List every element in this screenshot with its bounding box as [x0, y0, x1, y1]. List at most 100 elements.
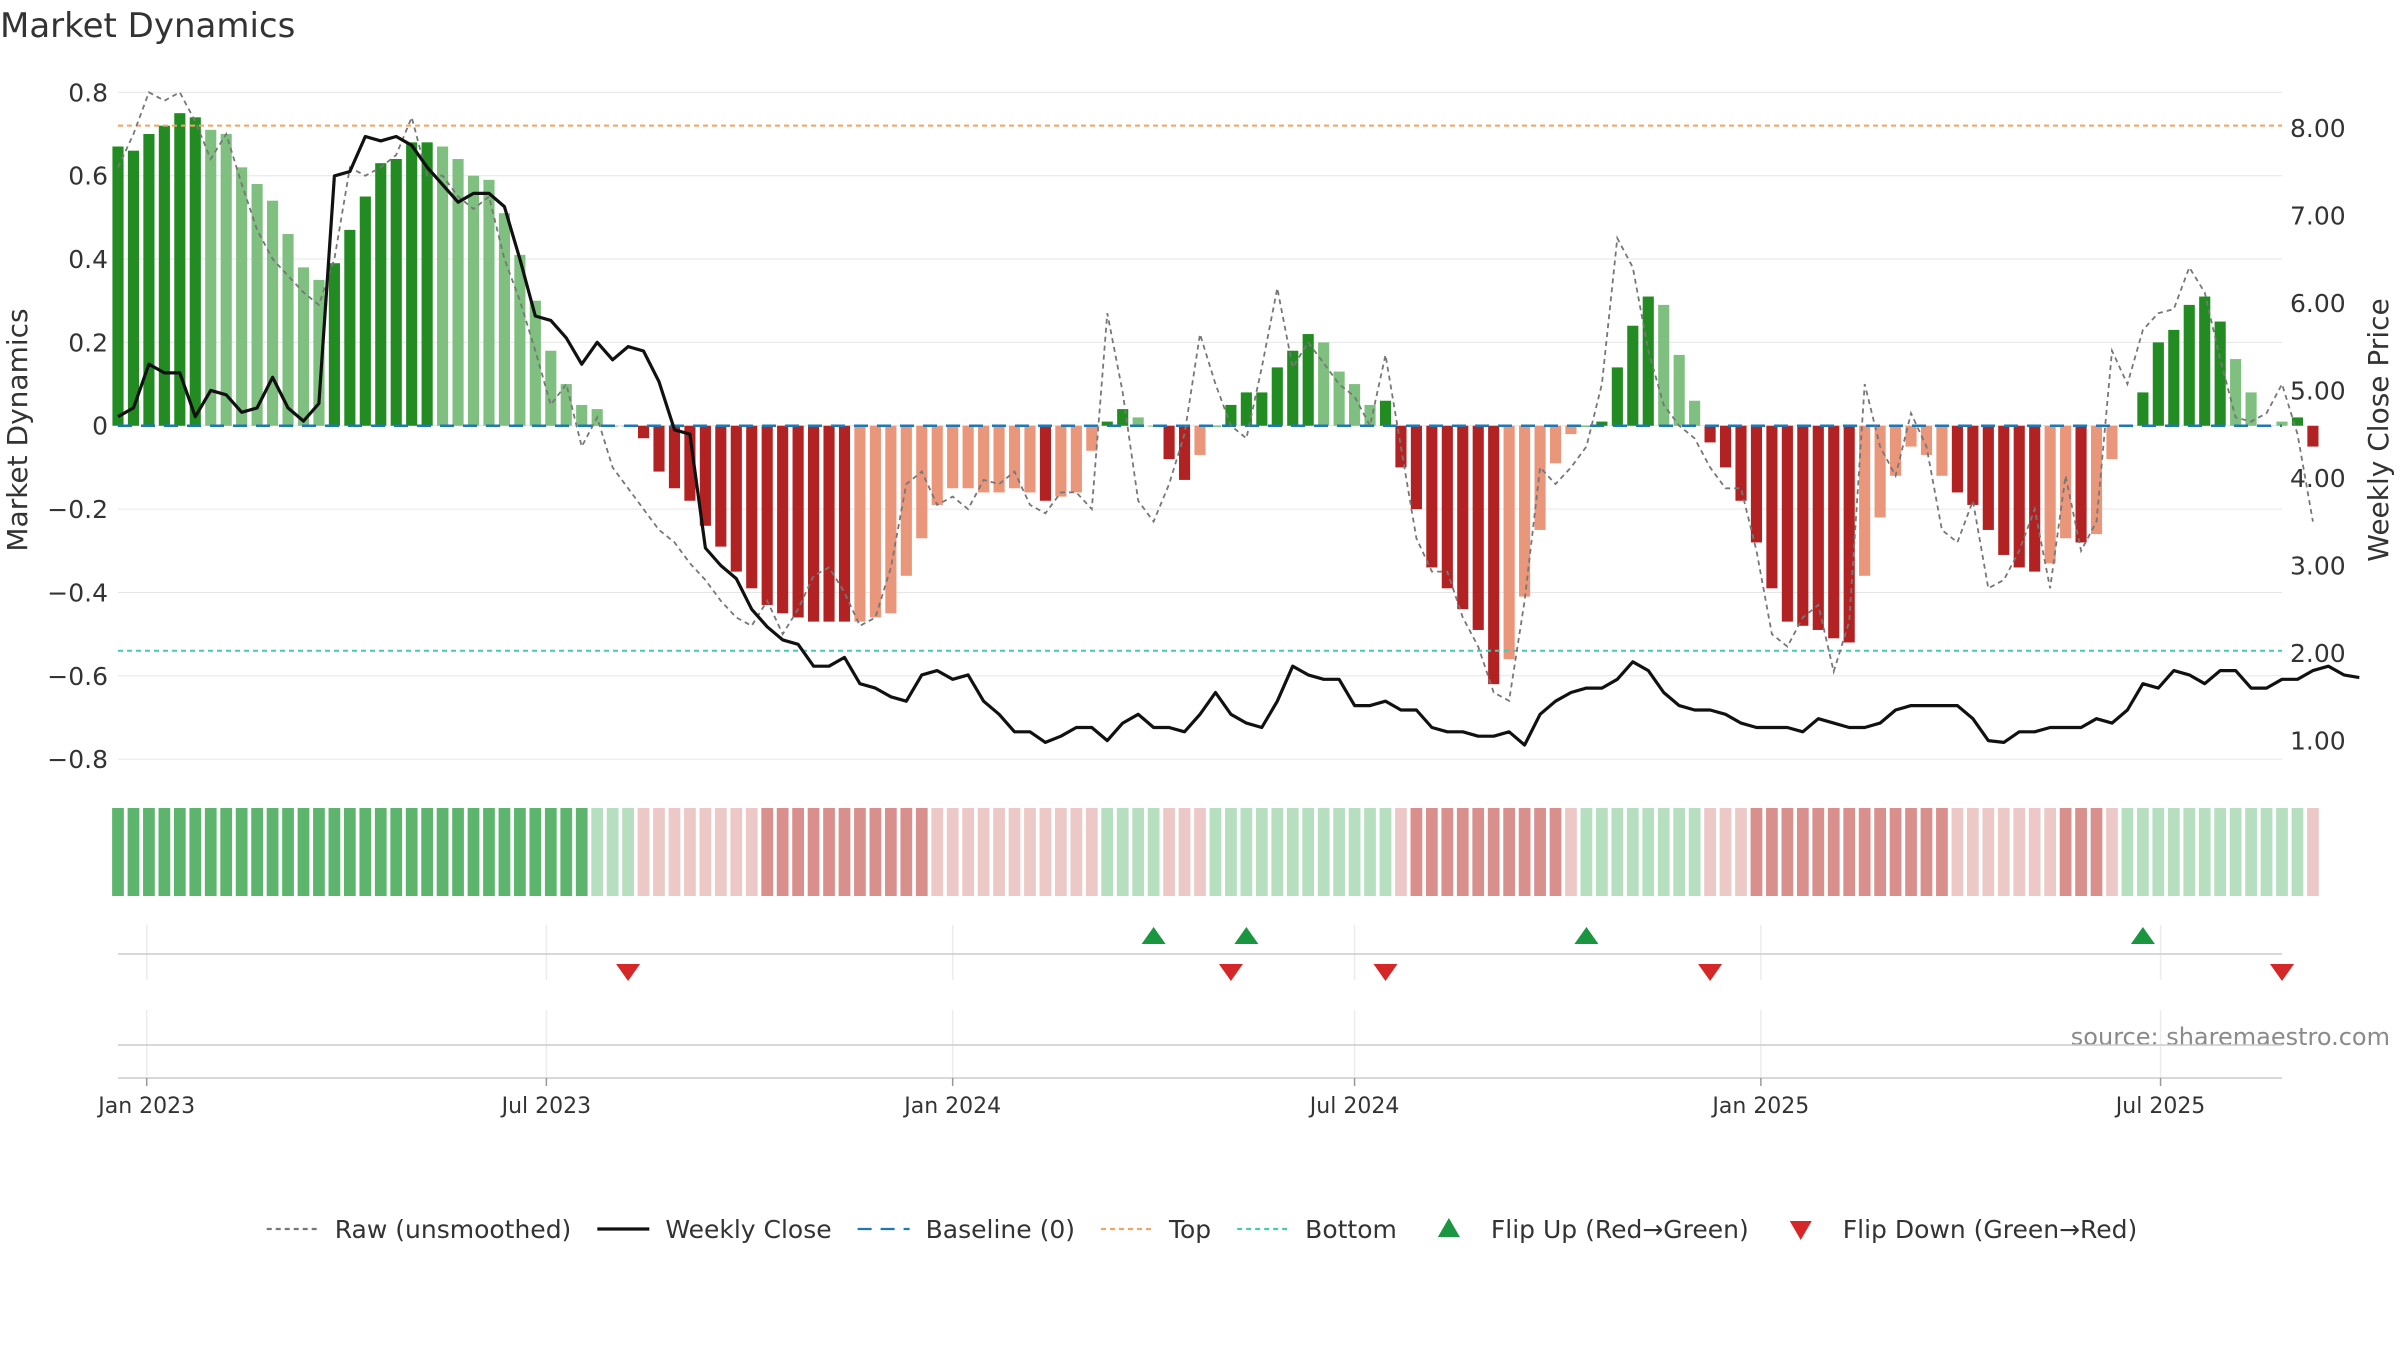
market-dynamics-bar [1828, 425, 1840, 639]
regime-strip-cell [220, 808, 233, 896]
regime-strip-cell [1441, 808, 1454, 896]
market-dynamics-bar [421, 142, 433, 426]
regime-strip-cell [1611, 808, 1624, 896]
regime-strip-cell [792, 808, 804, 896]
regime-strip-cell [2137, 808, 2149, 896]
market-dynamics-bar [1256, 392, 1268, 426]
regime-strip-cell [1008, 808, 1021, 896]
market-dynamics-bar [406, 142, 418, 426]
x-tick-label: Jan 2025 [1710, 1094, 1809, 1119]
regime-strip-cell [1796, 808, 1809, 896]
market-dynamics-bar [978, 425, 990, 493]
flip-down-marker [1218, 964, 1243, 981]
market-dynamics-bar [205, 129, 217, 426]
market-dynamics-bar [1209, 425, 1222, 427]
market-dynamics-bar [437, 146, 449, 426]
regime-strip-cell [1565, 808, 1577, 896]
regime-strip-cell [1688, 808, 1701, 896]
x-tick-label: Jul 2024 [1308, 1094, 1400, 1119]
regime-strip-cell [1951, 808, 1964, 896]
regime-strip-cell [143, 808, 155, 896]
market-dynamics-bar [1519, 425, 1531, 597]
regime-strip-cell [1735, 808, 1747, 896]
regime-strip-cell [1549, 808, 1562, 896]
market-dynamics-bar [2214, 321, 2226, 426]
regime-strip-cell [560, 808, 573, 896]
market-dynamics-bar [2106, 425, 2118, 460]
market-dynamics-bar [1410, 425, 1422, 510]
market-dynamics-bar [267, 200, 279, 426]
regime-strip-cell [1982, 808, 1995, 896]
regime-strip-cell [1055, 808, 1067, 896]
regime-strip-cell [993, 808, 1005, 896]
regime-strip-cell [1425, 808, 1438, 896]
regime-strip-cell [1225, 808, 1237, 896]
regime-strip-cell [946, 808, 959, 896]
market-dynamics-bar [158, 125, 170, 426]
regime-strip-cell [606, 808, 619, 896]
market-dynamics-bar [1936, 425, 1948, 476]
y-tick-label: 0.6 [68, 162, 108, 191]
flip-down-marker [1698, 964, 1723, 981]
market-dynamics-bar [452, 159, 464, 426]
regime-strip-cell [483, 808, 495, 896]
regime-strip-cell [823, 808, 835, 896]
market-dynamics-bar [313, 279, 325, 426]
regime-strip-cell [1673, 808, 1686, 896]
market-dynamics-bar [1704, 425, 1716, 443]
regime-strip-cell [1456, 808, 1469, 896]
market-dynamics-bar [2137, 392, 2149, 426]
regime-strip-cell [2291, 808, 2304, 896]
market-dynamics-bar [1580, 425, 1592, 427]
regime-strip-cell [158, 808, 171, 896]
market-dynamics-bar [560, 384, 572, 426]
market-dynamics-bar [174, 113, 186, 426]
regime-strip-cell [544, 808, 557, 896]
market-dynamics-bar [1426, 425, 1438, 568]
weekly-close-line [117, 134, 2360, 747]
regime-strip-cell [1534, 808, 1546, 896]
regime-strip-cell [884, 808, 897, 896]
flip-up-marker [1574, 927, 1599, 944]
regime-strip-cell [1642, 808, 1655, 896]
market-dynamics-bar [1596, 421, 1608, 426]
market-dynamics-bar [1843, 425, 1855, 643]
regime-strip-cell [1596, 808, 1608, 896]
regime-strip-cell [854, 808, 866, 896]
market-dynamics-bar [1503, 425, 1515, 660]
regime-strip-cell [436, 808, 449, 896]
market-dynamics-bar [529, 300, 541, 426]
regime-strip-cell [1827, 808, 1840, 896]
market-dynamics-bar [838, 425, 851, 622]
series-lines [117, 91, 2360, 747]
market-dynamics-bar [1890, 425, 1902, 476]
regime-strip-cell [1178, 808, 1191, 896]
market-dynamics-bar [467, 175, 480, 426]
market-dynamics-bar [823, 425, 835, 622]
market-dynamics-bar [189, 117, 201, 426]
market-dynamics-bar [1998, 425, 2010, 555]
regime-strip-cell [1472, 808, 1485, 896]
regime-strip-cell [1657, 808, 1670, 896]
regime-strip-cell [1843, 808, 1856, 896]
market-dynamics-bar [777, 425, 789, 614]
market-dynamics-bar [1333, 371, 1345, 426]
regime-strip-cell [1163, 808, 1175, 896]
market-dynamics-bar [1395, 425, 1407, 468]
market-dynamics-bar [251, 184, 263, 426]
reference-lines [118, 124, 2282, 652]
market-dynamics-bar [1039, 425, 1051, 501]
regime-strip-cell [915, 808, 928, 896]
regime-strip-cell [390, 808, 403, 896]
regime-strip-cell [668, 808, 681, 896]
y-tick-label: 0 [92, 412, 108, 441]
flip-down-marker [1373, 964, 1398, 981]
flip-up-marker [1141, 927, 1166, 944]
regime-strip-cell [900, 808, 913, 896]
market-dynamics-bar [699, 425, 711, 526]
market-dynamics-bar [931, 425, 943, 505]
regime-strip-cell [204, 808, 217, 896]
market-dynamics-bar [112, 146, 124, 426]
regime-strip-cell [2090, 808, 2103, 896]
